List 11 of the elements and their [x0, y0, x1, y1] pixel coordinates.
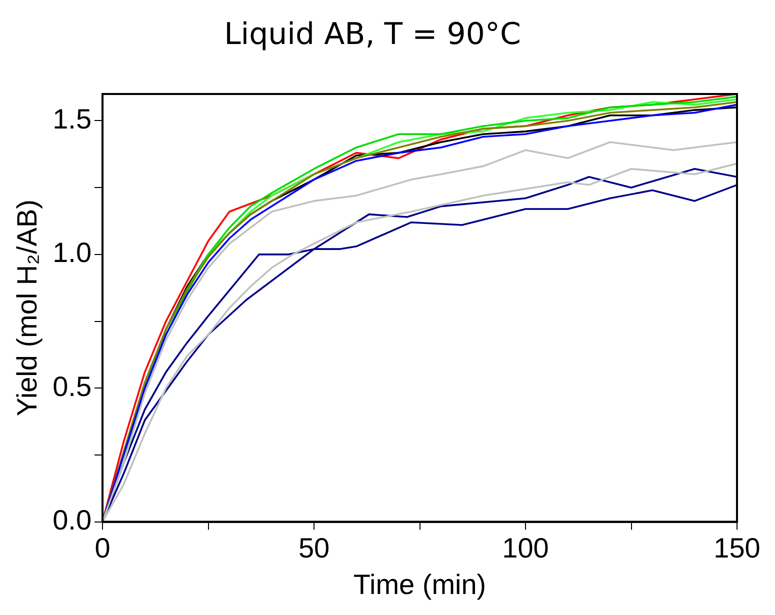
y-tick-label: 1.5 [52, 103, 92, 134]
chart-title: Liquid AB, T = 90°C [224, 16, 521, 52]
y-tick-label: 1.0 [52, 237, 92, 268]
y-axis-title: Yield (mol H₂/AB) [12, 200, 43, 416]
x-tick-label: 0 [94, 532, 110, 564]
x-tick-label: 50 [298, 532, 330, 564]
x-tick-label: 100 [502, 532, 549, 564]
y-tick-label: 0.0 [52, 504, 92, 536]
y-tick-label: 0.5 [52, 370, 92, 402]
x-tick-label: 150 [714, 532, 760, 564]
x-axis-title: Time (min) [353, 568, 486, 600]
